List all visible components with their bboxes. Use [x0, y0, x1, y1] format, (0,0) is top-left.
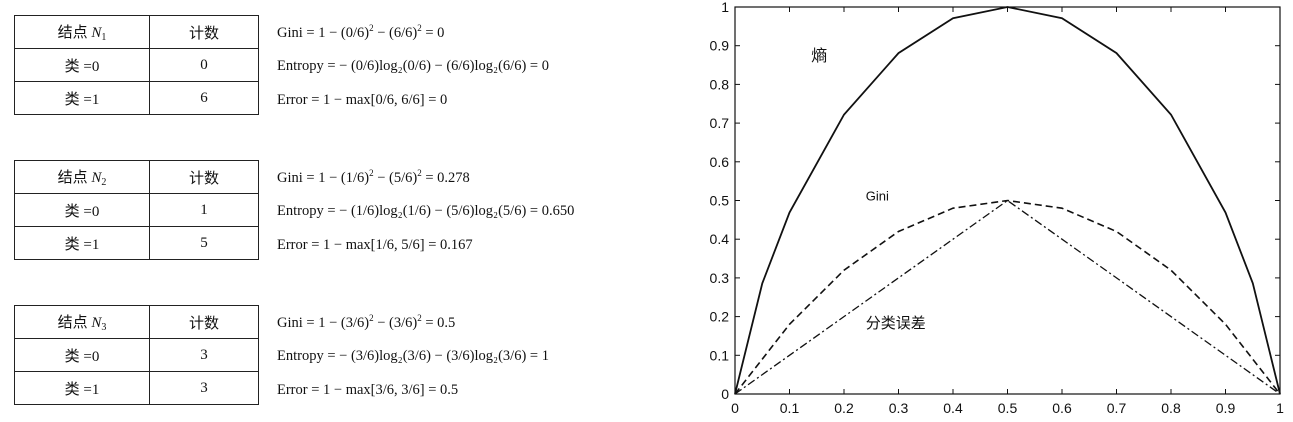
x-tick-label: 0.7 [1107, 400, 1127, 416]
y-tick-label: 1 [721, 0, 729, 15]
y-tick-label: 0.9 [710, 38, 730, 54]
table-header-row: 结点 N2 计数 [14, 160, 259, 194]
table-header-row: 结点 N3 计数 [14, 305, 259, 339]
series-label: 分类误差 [866, 315, 926, 332]
class-label-cell: 类 =0 [14, 48, 150, 82]
error-formula: Error = 1 − max[0/6, 6/6] = 0 [277, 92, 448, 108]
x-tick-label: 0.2 [834, 400, 854, 416]
node-index: 1 [101, 32, 107, 43]
node-label: 结点 [57, 170, 88, 186]
node-label: 结点 [57, 315, 88, 331]
entropy-formula: Entropy = − (0/6)log₂(0/6) − (6/6)log₂(6… [277, 58, 549, 74]
class-label-cell: 类 =1 [14, 371, 150, 405]
count-cell: 1 [149, 193, 259, 227]
gini-formula: Gini = 1 − (1/6)2 − (5/6)2 = 0.278 [277, 168, 470, 186]
count-cell: 0 [149, 48, 259, 82]
plot-frame [734, 6, 1281, 395]
series-label: Gini [866, 189, 889, 204]
x-tick-label: 0.8 [1161, 400, 1181, 416]
table-row: 类 =0 0 [14, 48, 259, 82]
x-tick-label: 0.3 [889, 400, 909, 416]
y-tick-label: 0.7 [710, 115, 730, 131]
x-tick-label: 0.1 [780, 400, 800, 416]
node-table-2: 结点 N2 计数 类 =0 1 类 =1 5 [14, 160, 259, 260]
node-index: 2 [101, 177, 107, 188]
entropy-formula: Entropy = − (1/6)log₂(1/6) − (5/6)log₂(5… [277, 203, 575, 219]
gini-formula: Gini = 1 − (0/6)2 − (6/6)2 = 0 [277, 23, 445, 41]
node-index: 3 [101, 322, 107, 333]
node-block-1: 结点 N1 计数 类 =0 0 类 =1 6 Gini = 1 − (0/6)2… [14, 15, 689, 125]
class-label-cell: 类 =0 [14, 193, 150, 227]
table-row: 类 =1 3 [14, 371, 259, 405]
y-tick-label: 0.3 [710, 270, 730, 286]
error-formula: Error = 1 − max[1/6, 5/6] = 0.167 [277, 237, 473, 253]
node-table-3: 结点 N3 计数 类 =0 3 类 =1 3 [14, 305, 259, 405]
y-tick-label: 0.6 [710, 154, 730, 170]
node-header-cell: 结点 N3 [14, 305, 150, 339]
y-tick-label: 0.1 [710, 347, 730, 363]
y-tick-label: 0 [721, 386, 729, 402]
table-row: 类 =1 6 [14, 81, 259, 115]
y-tick-label: 0.5 [710, 193, 730, 209]
table-row: 类 =1 5 [14, 226, 259, 260]
series-line-1 [734, 199, 1281, 395]
node-header-cell: 结点 N2 [14, 160, 150, 194]
node-symbol: N [91, 170, 102, 186]
series-label: 熵 [811, 47, 827, 65]
y-tick-label: 0.2 [710, 309, 730, 325]
node-table-1: 结点 N1 计数 类 =0 0 类 =1 6 [14, 15, 259, 115]
x-tick-label: 0 [731, 400, 739, 416]
node-label: 结点 [57, 25, 88, 41]
count-header-cell: 计数 [149, 160, 259, 194]
y-tick-label: 0.4 [710, 231, 730, 247]
table-row: 类 =0 1 [14, 193, 259, 227]
x-tick-label: 0.5 [998, 400, 1018, 416]
x-axis: 0 0.1 0.2 0.3 0.4 0.5 0.6 0.7 0.8 0.9 1 [731, 7, 1284, 416]
impurity-chart: 0 0.1 0.2 0.3 0.4 0.5 0.6 0.7 0.8 0.9 1 0 0.1 0.2 0.3… [710, 0, 1285, 416]
count-cell: 3 [149, 338, 259, 372]
x-tick-label: 1 [1276, 400, 1284, 416]
node-symbol: N [91, 25, 102, 41]
table-row: 类 =0 3 [14, 338, 259, 372]
count-header-cell: 计数 [149, 15, 259, 49]
error-formula: Error = 1 − max[3/6, 3/6] = 0.5 [277, 382, 459, 398]
gini-formula: Gini = 1 − (3/6)2 − (3/6)2 = 0.5 [277, 313, 456, 331]
node-header-cell: 结点 N1 [14, 15, 150, 49]
node-block-2: 结点 N2 计数 类 =0 1 类 =1 5 Gini = 1 − (1/6)2… [14, 160, 689, 270]
node-symbol: N [91, 315, 102, 331]
x-tick-label: 0.4 [943, 400, 963, 416]
node-block-3: 结点 N3 计数 类 =0 3 类 =1 3 Gini = 1 − (3/6)2… [14, 305, 689, 415]
y-tick-label: 0.8 [710, 76, 730, 92]
class-label-cell: 类 =0 [14, 338, 150, 372]
class-label-cell: 类 =1 [14, 81, 150, 115]
table-header-row: 结点 N1 计数 [14, 15, 259, 49]
count-cell: 5 [149, 226, 259, 260]
x-tick-label: 0.9 [1216, 400, 1236, 416]
x-tick-label: 0.6 [1052, 400, 1072, 416]
count-cell: 6 [149, 81, 259, 115]
series-labels: 熵 Gini 分类误差 [811, 47, 926, 332]
class-label-cell: 类 =1 [14, 226, 150, 260]
count-cell: 3 [149, 371, 259, 405]
count-header-cell: 计数 [149, 305, 259, 339]
entropy-formula: Entropy = − (3/6)log₂(3/6) − (3/6)log₂(3… [277, 348, 549, 364]
